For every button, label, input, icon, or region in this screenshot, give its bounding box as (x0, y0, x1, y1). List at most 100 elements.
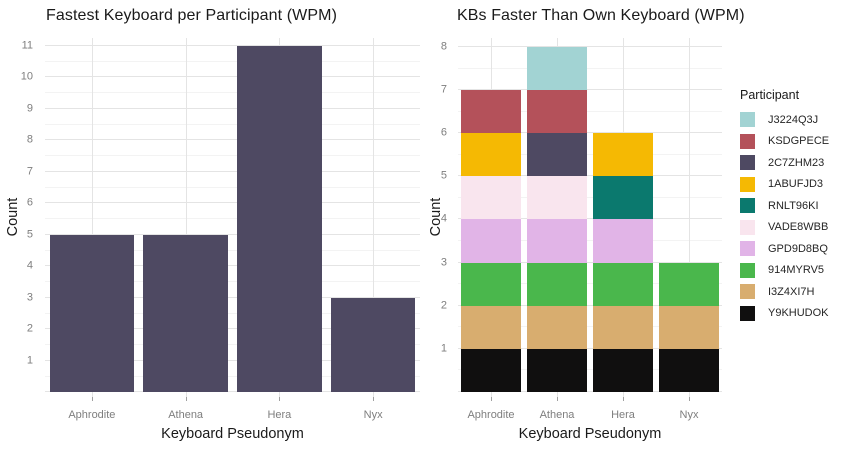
bar-segment-GPD9D8BQ (461, 219, 521, 263)
y-axis-rail: 1 2 3 4 5 6 7 8 (427, 38, 453, 397)
gridline-major (45, 170, 420, 172)
y-tick-label: 11 (21, 39, 33, 52)
y-tick-label: 6 (440, 126, 447, 139)
bar-Aphrodite (49, 234, 135, 393)
y-tick-label: 7 (26, 165, 33, 178)
bar-segment-Y9KHUDOK (593, 348, 653, 392)
gridline-minor (45, 186, 420, 188)
gridline-minor (458, 369, 722, 371)
x-tick-label: Nyx (363, 409, 383, 421)
y-tick-label: 4 (26, 259, 33, 272)
legend-label: Y9KHUDOK (768, 307, 829, 319)
bar-segment-KSDGPECE (527, 90, 587, 134)
legend-item-GPD9D8BQ: GPD9D8BQ (740, 241, 854, 256)
bar-segment-914MYRV5 (461, 262, 521, 306)
gridline-major (45, 139, 420, 141)
y-tick-label: 6 (26, 196, 33, 209)
y-tick-label: 1 (26, 354, 33, 367)
plot-title: Fastest Keyboard per Participant (WPM) (46, 7, 338, 24)
gridline-major (458, 132, 722, 134)
y-tick-label: 5 (26, 228, 33, 241)
bar-segment-Y9KHUDOK (461, 348, 521, 392)
legend-swatch (740, 155, 755, 170)
gridline-major (458, 261, 722, 263)
x-tick-mark (373, 397, 375, 401)
x-tick-label: Nyx (679, 409, 699, 421)
gridline-major (458, 347, 722, 349)
bar-segment-I3Z4XI7H (593, 305, 653, 349)
gridline-minor (458, 67, 722, 69)
legend-swatch (740, 284, 755, 299)
x-axis-rail: Aphrodite Athena Hera Nyx (45, 397, 420, 425)
gridline-major (45, 107, 420, 109)
bar-segment-I3Z4XI7H (527, 305, 587, 349)
bar-segment-1ABUFJD3 (593, 133, 653, 177)
gridline-minor (45, 249, 420, 251)
legend-item-VADE8WBB: VADE8WBB (740, 219, 854, 235)
gridline-minor (45, 123, 420, 125)
gridline-major (45, 76, 420, 78)
x-tick-label: Aphrodite (467, 409, 515, 421)
y-tick-label: 3 (26, 291, 33, 304)
y-tick-label: 9 (26, 102, 33, 115)
legend-swatch (740, 198, 755, 213)
figure-kbs-faster: KBs Faster Than Own Keyboard (WPM) Count… (427, 0, 855, 450)
y-tick-label: 3 (440, 256, 447, 269)
panel (45, 38, 420, 397)
figure-fastest-keyboard: Fastest Keyboard per Participant (WPM) C… (0, 0, 427, 450)
gridline-vertical (373, 38, 375, 397)
bar-segment-VADE8WBB (527, 176, 587, 220)
bar-segment-914MYRV5 (659, 262, 719, 306)
bar-Hera (237, 45, 322, 393)
legend-swatch (740, 241, 755, 256)
x-tick-mark (185, 397, 187, 401)
gridline-minor (45, 60, 420, 62)
gridline-major (458, 218, 722, 220)
bar-segment-GPD9D8BQ (527, 219, 587, 263)
legend-item-914MYRV5: 914MYRV5 (740, 262, 854, 278)
legend-swatch (740, 176, 755, 192)
x-axis-rail: Aphrodite Athena Hera Nyx (458, 397, 722, 425)
gridline-minor (458, 153, 722, 155)
y-tick-label: 1 (440, 342, 447, 355)
x-tick-mark (623, 397, 624, 401)
y-tick-label: 7 (440, 83, 447, 96)
gridline-minor (45, 312, 420, 314)
legend-item-Y9KHUDOK: Y9KHUDOK (740, 305, 854, 321)
y-tick-label: 5 (440, 169, 447, 182)
legend-item-I3Z4XI7H: I3Z4XI7H (740, 284, 854, 299)
gridline-major (458, 390, 722, 392)
legend-item-J3224Q3J: J3224Q3J (740, 112, 854, 127)
gridline-minor (458, 326, 722, 328)
gridline-minor (45, 375, 420, 377)
plot-title: KBs Faster Than Own Keyboard (WPM) (457, 7, 745, 24)
legend-label: RNLT96KI (768, 199, 819, 212)
gridline-major (458, 304, 722, 306)
legend-label: 2C7ZHM23 (768, 156, 825, 169)
gridline-minor (458, 110, 722, 112)
gridline-major (45, 233, 420, 235)
y-tick-label: 4 (440, 212, 447, 225)
bar-segment-I3Z4XI7H (461, 305, 521, 349)
gridline-minor (45, 281, 420, 283)
bar-Athena (143, 234, 228, 393)
legend-label: GPD9D8BQ (768, 242, 828, 255)
gridline-minor (458, 196, 722, 198)
bar-segment-VADE8WBB (461, 176, 521, 220)
gridline-major (45, 265, 420, 267)
legend-swatch (740, 219, 755, 235)
gridline-minor (45, 344, 420, 346)
bar-segment-GPD9D8BQ (593, 219, 653, 263)
y-tick-label: 2 (440, 299, 447, 312)
x-tick-mark (91, 397, 93, 401)
bar-segment-Y9KHUDOK (659, 348, 719, 392)
legend-label: KSDGPECE (768, 135, 830, 147)
x-tick-mark (689, 397, 690, 401)
bar-segment-I3Z4XI7H (659, 305, 719, 349)
y-axis-rail: 1 2 3 4 5 6 7 8 9 10 11 (0, 38, 39, 397)
legend: Participant J3224Q3J KSDGPECE 2C7ZHM23 1ABU… (740, 88, 854, 327)
bar-segment-1ABUFJD3 (461, 133, 521, 177)
legend-label: VADE8WBB (768, 221, 829, 233)
bar-segment-2C7ZHM23 (527, 133, 587, 177)
